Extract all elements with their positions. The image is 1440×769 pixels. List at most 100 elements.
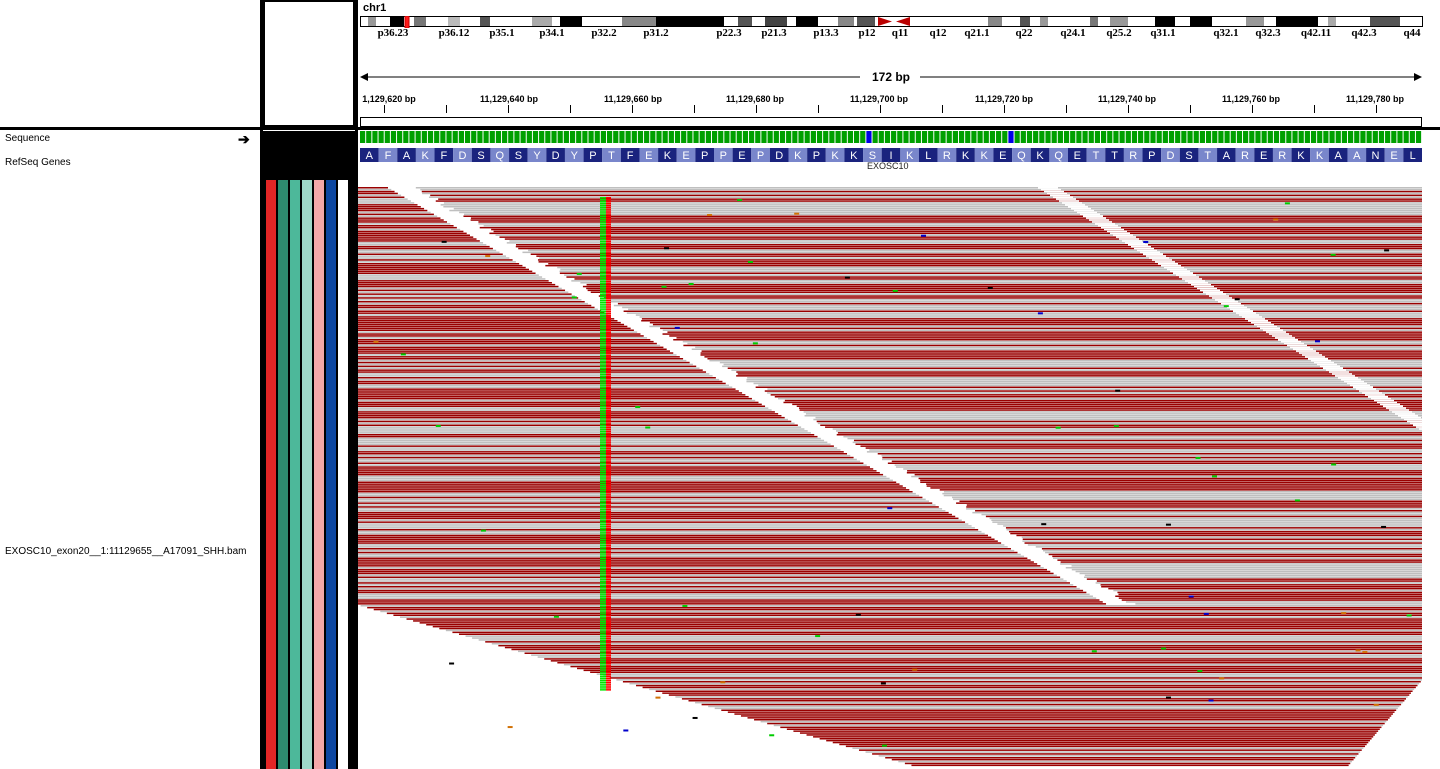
read (836, 430, 1422, 432)
mismatch-base (600, 499, 606, 501)
read (774, 396, 1422, 398)
read (358, 297, 579, 299)
mismatch-base (606, 271, 611, 273)
read (649, 688, 1415, 691)
mismatch-base (600, 569, 606, 571)
sequence-base (409, 131, 415, 143)
amino-acid-block (1254, 148, 1273, 162)
ideogram-band (1190, 17, 1212, 26)
read (358, 304, 592, 307)
mismatch-base (600, 639, 606, 642)
mismatch-base (600, 649, 606, 651)
mismatch-base (606, 611, 611, 613)
read-gap (1074, 209, 1094, 212)
mismatch-base (606, 261, 611, 264)
sequence-base (1205, 131, 1212, 143)
read (1003, 525, 1422, 527)
read (754, 719, 1388, 721)
mismatch-base (606, 605, 611, 607)
read (783, 401, 1422, 404)
right-arrow-icon[interactable]: ➔ (238, 131, 250, 147)
read-gap (1077, 211, 1097, 214)
read (590, 671, 1422, 673)
read (358, 356, 680, 358)
read-gap (1242, 316, 1262, 318)
read-gap (1374, 399, 1394, 402)
read (358, 479, 893, 482)
sequence-base (1107, 131, 1113, 143)
read (358, 557, 1028, 559)
read (421, 190, 1422, 193)
mismatch-base (606, 309, 611, 311)
sequence-base (1415, 131, 1422, 143)
panel-divider-right[interactable] (355, 0, 358, 769)
gene-name: EXOSC10 (867, 161, 909, 171)
mismatch-base (600, 286, 606, 288)
read (746, 378, 1422, 381)
read (683, 344, 1422, 347)
mismatch-base (606, 637, 611, 640)
read (358, 211, 431, 214)
read (358, 572, 1054, 575)
read (358, 445, 834, 447)
read-gap (1359, 390, 1379, 392)
read (358, 483, 900, 485)
mismatch-base (600, 542, 606, 545)
sequence-track[interactable] (360, 131, 1422, 143)
mismatch-base (606, 330, 611, 332)
read (622, 306, 1422, 309)
mismatch-base (600, 250, 606, 252)
chromosome-ideogram[interactable] (360, 16, 1424, 28)
mismatch-base (606, 546, 611, 549)
panel-divider-left[interactable] (260, 0, 263, 769)
mismatch-base (881, 744, 887, 747)
mismatch-base (606, 651, 611, 653)
mismatch-base (600, 312, 606, 315)
read-gap (1278, 339, 1298, 341)
mismatch-base (606, 554, 611, 556)
track-name-sequence[interactable]: Sequence (5, 133, 51, 144)
mismatch-base (606, 221, 611, 224)
mismatch-base (1165, 696, 1171, 699)
read (613, 304, 1422, 307)
read (865, 751, 1361, 753)
read-gap (1329, 371, 1349, 373)
mismatch-base (600, 377, 606, 379)
sequence-base (1082, 131, 1088, 143)
read (852, 747, 1364, 749)
mismatch-base (600, 582, 606, 585)
amino-acid-block (974, 148, 994, 162)
read-gap (1362, 392, 1382, 394)
read (1021, 536, 1422, 539)
read (641, 320, 1422, 322)
read (571, 280, 1422, 282)
read (885, 757, 1356, 759)
track-name-bam[interactable]: EXOSC10_exon20__1:11129655__A17091_SHH.b… (5, 546, 247, 557)
ideogram-band (838, 17, 854, 26)
mismatch-base (600, 394, 606, 397)
attribute-color (278, 180, 288, 769)
read (1006, 529, 1422, 531)
read (617, 302, 1422, 305)
ideogram-band (1276, 17, 1318, 26)
alignment-track[interactable] (358, 187, 1422, 769)
read (920, 481, 1422, 483)
sequence-base (1397, 131, 1403, 143)
amino-acid-block (378, 148, 398, 162)
read (764, 390, 1422, 392)
attribute-color (314, 180, 324, 769)
sequence-base (1144, 131, 1150, 143)
sequence-base (983, 131, 989, 143)
track-name-refseq[interactable]: RefSeq Genes (5, 157, 71, 168)
read-gap (1137, 249, 1157, 252)
amino-acid-letter: F (627, 150, 634, 162)
mismatch-base (606, 227, 611, 229)
read (358, 263, 520, 265)
amino-acid-letter: T (608, 150, 615, 162)
mismatch-base (600, 341, 606, 343)
sequence-base (508, 131, 514, 143)
read (470, 219, 1422, 221)
read (545, 264, 1422, 267)
read (1086, 578, 1422, 580)
